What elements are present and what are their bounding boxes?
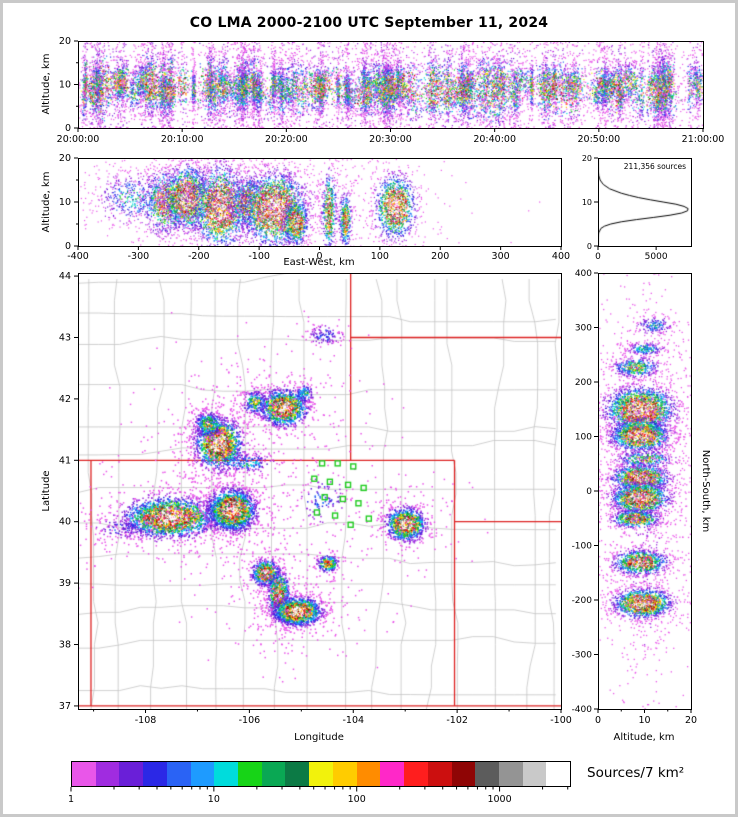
- svg-text:21:00:00: 21:00:00: [682, 134, 725, 145]
- colorbar-segment: [404, 762, 428, 786]
- svg-text:20:10:00: 20:10:00: [161, 134, 204, 145]
- svg-text:0: 0: [587, 242, 592, 251]
- colorbar-segment: [522, 762, 547, 786]
- colorbar-segment: [261, 762, 286, 786]
- ew-panel-x-axis-label: East-West, km: [283, 257, 355, 268]
- colorbar-segment: [427, 762, 452, 786]
- svg-text:300: 300: [492, 251, 510, 262]
- colorbar-segment: [285, 762, 310, 786]
- colorbar-segment: [356, 762, 381, 786]
- svg-text:-104: -104: [342, 715, 364, 726]
- svg-text:400: 400: [575, 269, 592, 279]
- colorbar-segment: [190, 762, 215, 786]
- map-y-axis-label: Latitude: [41, 470, 52, 512]
- colorbar-label: Sources/7 km²: [587, 765, 685, 781]
- svg-text:-400: -400: [572, 705, 593, 715]
- svg-text:300: 300: [575, 324, 592, 334]
- colorbar-segment: [451, 762, 476, 786]
- svg-text:-100: -100: [550, 715, 572, 726]
- svg-text:20:20:00: 20:20:00: [265, 134, 308, 145]
- colorbar-segment: [309, 762, 333, 786]
- colorbar-segment: [95, 762, 120, 786]
- svg-text:10: 10: [208, 794, 220, 805]
- svg-text:-300: -300: [572, 651, 593, 661]
- colorbar: [71, 761, 571, 787]
- svg-text:43: 43: [59, 332, 71, 343]
- svg-text:20: 20: [685, 715, 697, 726]
- svg-text:37: 37: [59, 701, 71, 712]
- svg-text:1000: 1000: [487, 794, 511, 805]
- colorbar-segment: [546, 762, 571, 786]
- colorbar-segment: [380, 762, 405, 786]
- svg-text:20:50:00: 20:50:00: [577, 134, 620, 145]
- svg-text:40: 40: [59, 517, 71, 528]
- colorbar-segment: [498, 762, 523, 786]
- svg-text:0: 0: [595, 252, 601, 262]
- svg-text:400: 400: [552, 251, 570, 262]
- svg-text:44: 44: [59, 271, 71, 282]
- colorbar-segment: [166, 762, 191, 786]
- map-x-axis-label: Longitude: [294, 732, 344, 743]
- svg-text:-106: -106: [239, 715, 261, 726]
- svg-text:41: 41: [59, 455, 71, 466]
- colorbar-segment: [143, 762, 167, 786]
- svg-text:20: 20: [59, 153, 71, 164]
- altitude-histogram-panel: [598, 158, 691, 246]
- svg-text:100: 100: [575, 433, 592, 443]
- svg-text:10: 10: [638, 715, 650, 726]
- time-panel-y-axis-label: Altitude, km: [41, 53, 52, 115]
- svg-text:39: 39: [59, 578, 71, 589]
- svg-text:10: 10: [59, 80, 71, 91]
- colorbar-segment: [238, 762, 262, 786]
- svg-text:-102: -102: [446, 715, 468, 726]
- svg-text:100: 100: [348, 794, 366, 805]
- svg-text:0: 0: [65, 123, 71, 134]
- north-south-cross-section-panel: [598, 273, 691, 709]
- svg-text:0: 0: [595, 715, 601, 726]
- svg-text:38: 38: [59, 640, 71, 651]
- ns-panel-x-axis-label: Altitude, km: [613, 732, 675, 743]
- svg-text:-400: -400: [67, 251, 89, 262]
- svg-text:20:30:00: 20:30:00: [369, 134, 412, 145]
- total-sources-annotation: 211,356 sources: [623, 162, 686, 171]
- colorbar-segment: [72, 762, 96, 786]
- svg-text:-300: -300: [128, 251, 150, 262]
- svg-text:-100: -100: [572, 542, 593, 552]
- svg-text:20:00:00: 20:00:00: [57, 134, 100, 145]
- svg-text:10: 10: [582, 198, 592, 207]
- figure-title: CO LMA 2000-2100 UTC September 11, 2024: [189, 15, 549, 31]
- svg-text:10: 10: [59, 197, 71, 208]
- svg-text:1: 1: [68, 794, 74, 805]
- svg-text:20:40:00: 20:40:00: [473, 134, 516, 145]
- colorbar-segment: [332, 762, 357, 786]
- svg-text:200: 200: [575, 378, 592, 388]
- ns-panel-y-axis-label: North-South, km: [700, 449, 711, 533]
- svg-text:0: 0: [65, 241, 71, 252]
- colorbar-segment: [475, 762, 499, 786]
- time-height-scatter-panel: [78, 41, 703, 128]
- svg-text:20: 20: [59, 36, 71, 47]
- ew-panel-y-axis-label: Altitude, km: [41, 171, 52, 233]
- colorbar-segment: [119, 762, 144, 786]
- svg-text:20: 20: [582, 154, 592, 163]
- svg-text:-108: -108: [135, 715, 157, 726]
- svg-text:42: 42: [59, 394, 71, 405]
- svg-text:5000: 5000: [645, 252, 668, 262]
- colorbar-segment: [214, 762, 239, 786]
- east-west-cross-section-panel: [78, 158, 561, 246]
- svg-text:0: 0: [586, 487, 592, 497]
- svg-text:-200: -200: [572, 596, 593, 606]
- map-panel: [78, 273, 561, 709]
